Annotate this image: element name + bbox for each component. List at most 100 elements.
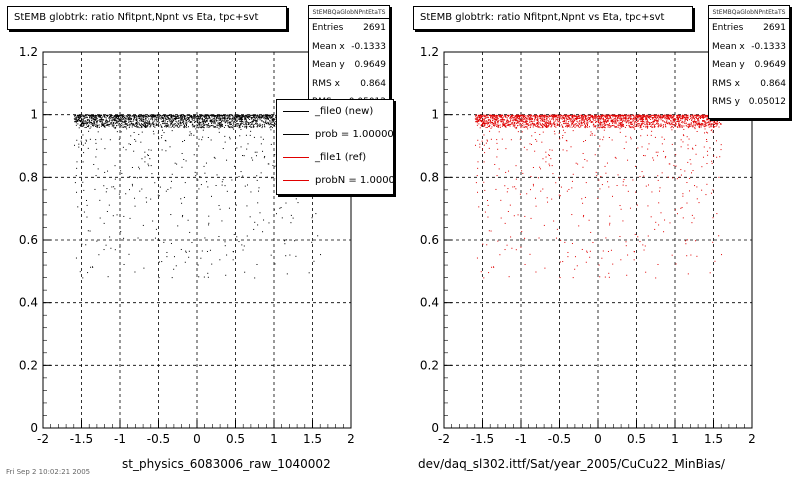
left-point (269, 115, 271, 117)
left-point (86, 122, 88, 124)
left-point (273, 119, 275, 121)
left-point (274, 123, 276, 125)
right-point (612, 124, 614, 126)
left-point (116, 120, 118, 122)
left-point (266, 123, 268, 125)
left-plot-title: StEMB globtrk: ratio Nfitpnt,Npnt vs Eta… (7, 6, 287, 30)
left-point (221, 115, 223, 117)
right-point (528, 125, 530, 127)
right-point (630, 127, 632, 129)
left-point (261, 115, 263, 117)
right-point (679, 115, 681, 117)
left-point (227, 114, 229, 116)
left-point (189, 117, 191, 119)
left-point (237, 116, 239, 118)
right-point (698, 124, 700, 126)
right-point (588, 117, 590, 119)
right-point (692, 115, 694, 117)
right-point (708, 120, 710, 122)
left-point (196, 127, 198, 129)
left-point (240, 128, 242, 130)
left-point (200, 114, 202, 116)
right-point (595, 118, 597, 120)
right-point (697, 120, 699, 122)
left-point (285, 255, 287, 257)
left-point (117, 115, 119, 117)
right-point (602, 121, 604, 123)
right-point (587, 114, 589, 116)
right-point (483, 115, 485, 117)
left-point (186, 116, 188, 118)
left-point (164, 116, 166, 118)
left-point (172, 119, 174, 121)
left-point (208, 127, 210, 129)
left-point (155, 120, 157, 122)
left-point (188, 114, 190, 116)
right-point (639, 125, 641, 127)
right-point (694, 125, 696, 127)
right-point (490, 115, 492, 117)
left-point (191, 124, 193, 126)
right-point (565, 116, 567, 118)
left-point (88, 114, 90, 116)
left-point (241, 120, 243, 122)
right-point (685, 243, 687, 245)
left-point (219, 114, 221, 116)
right-point (575, 117, 577, 119)
left-point (254, 115, 256, 117)
left-point (189, 231, 191, 233)
left-point (100, 118, 102, 120)
right-point (670, 123, 672, 125)
right-point (543, 116, 545, 118)
left-point (80, 123, 82, 125)
left-point (153, 124, 155, 126)
left-point (116, 131, 118, 133)
left-point (233, 118, 235, 120)
right-point (565, 122, 567, 124)
left-point (127, 117, 129, 119)
right-point (604, 123, 606, 125)
left-point (275, 213, 277, 215)
right-point (505, 122, 507, 124)
right-point (531, 117, 533, 119)
right-point (644, 115, 646, 117)
left-point (272, 164, 274, 166)
left-point (185, 123, 187, 125)
left-point (258, 124, 260, 126)
left-point (124, 121, 126, 123)
left-point (152, 116, 154, 118)
left-point (203, 119, 205, 121)
left-point (218, 117, 220, 119)
right-x-tick-label-2: -1 (515, 432, 527, 446)
right-point (632, 114, 634, 116)
left-point (209, 117, 211, 119)
left-point (254, 114, 256, 116)
right-point (627, 119, 629, 121)
right-point (513, 119, 515, 121)
left-point (207, 117, 209, 119)
left-point (108, 204, 110, 206)
right-point (626, 124, 628, 126)
right-point (692, 125, 694, 127)
left-point (232, 251, 234, 253)
right-point (568, 121, 570, 123)
right-point (526, 118, 528, 120)
left-point (127, 118, 129, 120)
right-point (504, 115, 506, 117)
left-point (86, 118, 88, 120)
left-point (199, 176, 201, 178)
left-point (184, 125, 186, 127)
right-point (600, 115, 602, 117)
right-point (519, 124, 521, 126)
left-point (171, 173, 173, 175)
left-point (91, 116, 93, 118)
right-point (704, 114, 706, 116)
left-point (158, 125, 160, 127)
left-point (227, 124, 229, 126)
left-point (267, 117, 269, 119)
left-point (250, 130, 252, 132)
left-point (202, 126, 204, 128)
left-point (157, 177, 159, 179)
left-point (149, 122, 151, 124)
right-point (630, 114, 632, 116)
